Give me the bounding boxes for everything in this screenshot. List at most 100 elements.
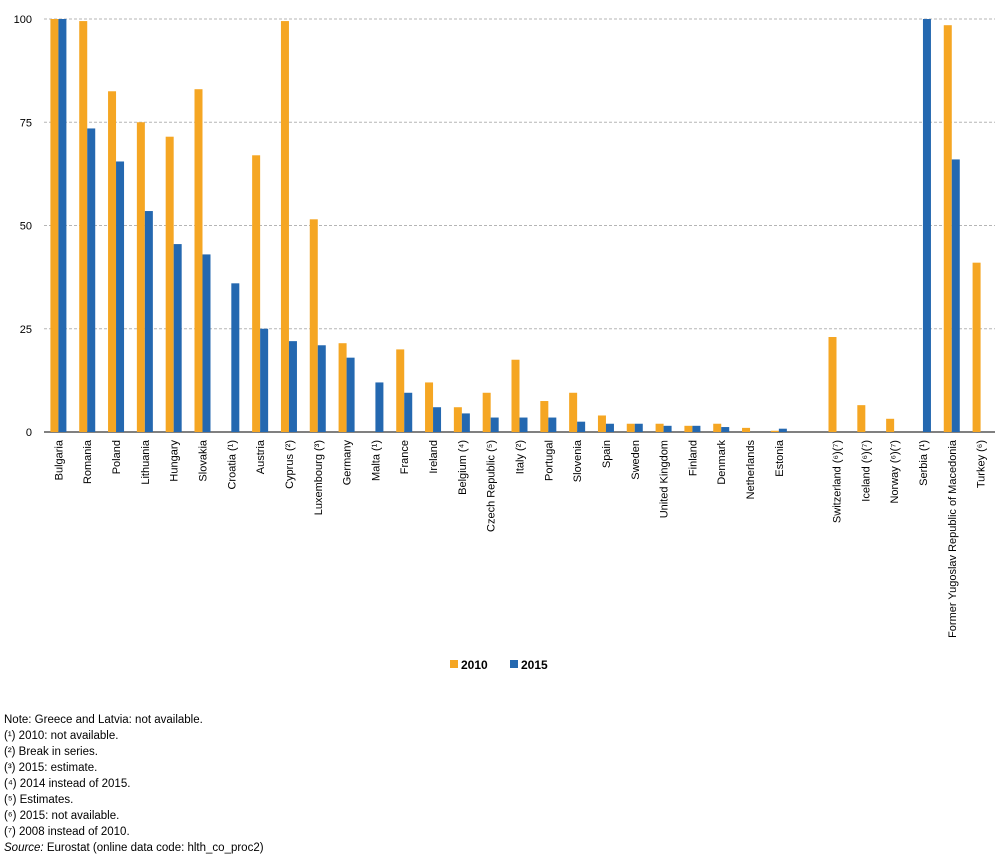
x-tick-label: Norway (⁶)(⁷) — [889, 440, 901, 504]
x-tick-label: Belgium (⁴) — [457, 440, 469, 495]
bar-2010 — [828, 337, 837, 432]
bar-2010 — [569, 392, 578, 432]
x-tick-label: Slovakia — [198, 439, 210, 481]
x-tick-label: Luxembourg (³) — [313, 440, 325, 515]
bar-2010 — [626, 423, 635, 432]
chart-notes: Note: Greece and Latvia: not available. … — [4, 712, 264, 856]
x-tick-label: Former Yugoslav Republic of Macedonia — [947, 439, 959, 638]
bar-2010 — [425, 382, 434, 432]
bar-2015 — [577, 421, 586, 432]
x-tick-label: Germany — [342, 440, 354, 486]
bar-2010 — [655, 423, 664, 432]
x-tick-label: Portugal — [543, 440, 555, 481]
x-tick-label: Italy (²) — [515, 440, 527, 474]
bar-2015 — [519, 417, 528, 432]
note-line: Note: Greece and Latvia: not available. — [4, 714, 203, 726]
bar-2015 — [663, 425, 672, 432]
source-text: Eurostat (online data code: hlth_co_proc… — [43, 842, 264, 854]
source-prefix: Source: — [4, 842, 44, 854]
bar-2015 — [260, 328, 269, 432]
bar-2015 — [173, 244, 182, 432]
bar-2015 — [461, 413, 470, 432]
y-tick-label: 50 — [20, 221, 32, 233]
note-line: (⁵) Estimates. — [4, 794, 74, 806]
bar-2015 — [231, 283, 240, 432]
bar-2015 — [346, 357, 355, 432]
legend-label: 2010 — [461, 658, 488, 672]
x-tick-label: Estonia — [774, 439, 786, 477]
x-tick-label: Denmark — [716, 440, 728, 485]
y-tick-label: 0 — [26, 427, 32, 439]
bar-2010 — [50, 19, 59, 432]
x-tick-label: Serbia (¹) — [918, 440, 930, 486]
x-tick-label: Sweden — [630, 440, 642, 480]
bar-2015 — [404, 392, 413, 432]
bar-2010 — [280, 21, 289, 432]
bar-2010 — [886, 418, 895, 432]
bar-2010 — [684, 425, 693, 432]
note-line: (²) Break in series. — [4, 746, 98, 758]
x-tick-label: France — [399, 440, 411, 474]
bar-2015 — [951, 159, 960, 433]
legend-label: 2015 — [521, 658, 548, 672]
bar-2015 — [116, 161, 125, 433]
bar-2015 — [433, 407, 442, 432]
legend: 2010 2015 — [450, 658, 548, 672]
bar-2010 — [79, 21, 88, 432]
bar-2010 — [194, 89, 203, 433]
bar-2015 — [202, 254, 211, 432]
bar-2015 — [288, 341, 297, 432]
bars — [50, 19, 981, 433]
bar-2010 — [136, 122, 145, 432]
legend-swatch — [510, 660, 518, 668]
bar-2010 — [252, 155, 261, 433]
bar-chart: 0 25 50 75 100 Bulgaria Romania Poland Lithuani… — [14, 14, 995, 672]
y-tick-label: 100 — [14, 14, 32, 26]
bar-2015 — [778, 428, 787, 432]
x-tick-label: Austria — [255, 439, 267, 474]
note-line: (⁶) 2015: not available. — [4, 810, 120, 822]
x-tick-label: Ireland — [428, 440, 440, 474]
bar-2010 — [165, 136, 174, 432]
note-line: (³) 2015: estimate. — [4, 762, 98, 774]
x-tick-label: Iceland (⁶)(⁷) — [860, 440, 872, 502]
source-line: Source: Eurostat (online data code: hlth… — [4, 840, 264, 856]
x-tick-label: Croatia (¹) — [226, 440, 238, 490]
bar-2015 — [922, 19, 931, 432]
y-tick-label: 25 — [20, 324, 32, 336]
note-line: (⁷) 2008 instead of 2010. — [4, 826, 130, 838]
bar-2010 — [482, 392, 491, 432]
bar-2010 — [511, 359, 520, 432]
x-tick-label: Poland — [111, 440, 123, 474]
y-tick-label: 75 — [20, 117, 32, 129]
bar-2010 — [108, 91, 117, 433]
note-line: (¹) 2010: not available. — [4, 730, 119, 742]
bar-2010 — [597, 415, 606, 432]
bar-2015 — [634, 423, 643, 432]
x-tick-label: Bulgaria — [53, 439, 65, 480]
x-tick-label: Romania — [82, 439, 94, 484]
x-tick-label: Malta (¹) — [370, 440, 382, 481]
bar-2015 — [692, 425, 701, 432]
bar-2015 — [375, 382, 384, 432]
x-tick-label: Hungary — [169, 440, 181, 482]
x-tick-label: Czech Republic (⁵) — [486, 440, 498, 532]
bar-2010 — [713, 423, 722, 432]
bar-2015 — [144, 211, 153, 432]
bar-2010 — [338, 343, 347, 432]
x-tick-label: Finland — [687, 440, 699, 476]
x-tick-label: Spain — [601, 440, 613, 468]
note-line: (⁴) 2014 instead of 2015. — [4, 778, 131, 790]
bar-2010 — [453, 407, 462, 432]
bar-2015 — [605, 423, 614, 432]
bar-2015 — [490, 417, 499, 432]
x-tick-label: Cyprus (²) — [284, 440, 296, 489]
bar-2010 — [742, 427, 751, 432]
bar-2010 — [943, 25, 952, 432]
x-tick-label: Turkey (⁶) — [976, 440, 988, 488]
x-axis-labels: Bulgaria Romania Poland Lithuania Hungary Slo… — [53, 439, 987, 638]
bar-2015 — [58, 19, 67, 432]
bar-2015 — [87, 128, 96, 432]
x-tick-label: Switzerland (⁶)(⁷) — [832, 440, 844, 523]
bar-2010 — [770, 430, 779, 432]
